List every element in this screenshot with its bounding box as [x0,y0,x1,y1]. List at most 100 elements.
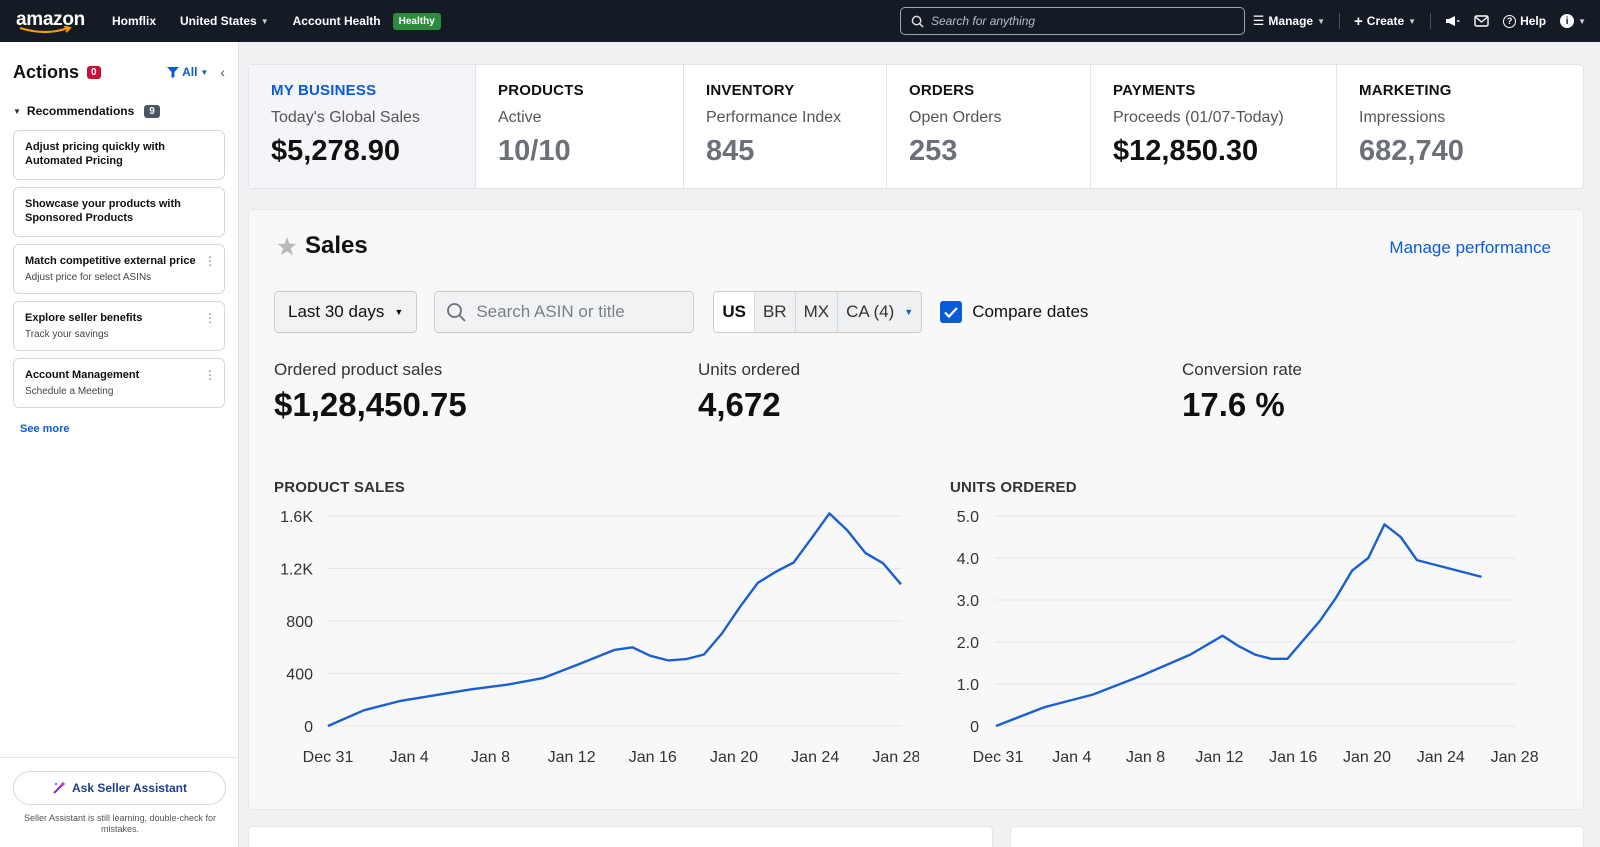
x-tick-label: Jan 16 [1269,749,1317,766]
series-line [995,523,1482,728]
y-tick-label: 2.0 [957,635,979,652]
chevron-down-icon: ▼ [904,307,914,317]
more-options-icon[interactable]: ⋮ [204,254,216,268]
amazon-logo[interactable]: amazon [16,5,86,37]
kpi-ordered-product-sales: Ordered product sales $1,28,450.75 [274,360,467,423]
x-tick-label: Jan 28 [872,749,919,766]
recommendation-card[interactable]: Account Management Schedule a Meeting ⋮ [13,358,225,408]
top-nav: amazon Homflix United States ▼ Account H… [0,0,1600,42]
chevron-down-icon: ▼ [1317,16,1326,26]
x-tick-label: Jan 12 [1195,749,1243,766]
seller-assistant-panel: Ask Seller Assistant Seller Assistant is… [0,757,239,847]
more-options-icon[interactable]: ⋮ [204,311,216,325]
asin-search[interactable] [434,291,695,333]
divider [1339,13,1341,29]
recommendations-toggle[interactable]: ▼ Recommendations 9 [0,104,238,118]
units-ordered-chart-title: UNITS ORDERED [950,479,1077,496]
metric-marketing[interactable]: MARKETING Impressions 682,740 [1359,82,1464,167]
x-tick-label: Jan 8 [471,749,510,766]
assistant-disclaimer: Seller Assistant is still learning, doub… [23,813,217,834]
compare-dates-toggle[interactable]: Compare dates [940,301,1088,323]
sales-controls: Last 30 days ▼ US BR MX CA (4) ▼ [274,291,1088,333]
x-tick-label: Jan 8 [1126,749,1165,766]
manage-menu[interactable]: ☰ Manage ▼ [1252,13,1326,28]
sales-card: Sales Manage performance Last 30 days ▼ … [248,209,1584,810]
help-icon: ? [1503,14,1517,28]
recommendation-card[interactable]: Explore seller benefits Track your savin… [13,301,225,351]
help-link[interactable]: ? Help [1503,14,1546,28]
nav-right-group: ☰ Manage ▼ + Create ▼ ? Help i ▼ [1253,0,1586,42]
marketplace-br[interactable]: BR [755,292,796,332]
actions-header: Actions 0 All ▼ ‹ [0,42,238,86]
actions-count-badge: 0 [87,65,101,79]
chevron-down-icon: ▼ [1578,16,1586,26]
sales-header: Sales [277,232,368,260]
x-tick-label: Jan 20 [1343,749,1391,766]
marketplace-ca-dropdown[interactable]: CA (4) ▼ [846,302,914,321]
business-metrics: MY BUSINESS Today's Global Sales $5,278.… [248,64,1584,189]
y-tick-label: 0 [304,719,313,736]
marketplace-mx[interactable]: MX [796,292,839,332]
compare-dates-checkbox[interactable] [940,301,963,323]
product-sales-chart-title: PRODUCT SALES [274,479,405,496]
marketplace-us[interactable]: US [714,292,755,332]
x-tick-label: Dec 31 [973,749,1024,766]
metric-products[interactable]: PRODUCTS Active 10/10 [476,65,684,188]
create-menu[interactable]: + Create ▼ [1354,12,1417,30]
info-icon: i [1560,14,1575,28]
chevron-down-icon: ▼ [394,307,404,317]
collapse-sidebar-icon[interactable]: ‹ [220,64,225,80]
search-icon [447,303,466,322]
star-icon[interactable] [277,236,297,256]
global-search[interactable] [900,7,1245,35]
marketplace-selector: US BR MX CA (4) ▼ [713,291,923,333]
recommendation-card[interactable]: Adjust pricing quickly with Automated Pr… [13,130,225,180]
x-tick-label: Jan 24 [1417,749,1465,766]
y-tick-label: 5.0 [957,509,979,526]
global-search-input[interactable] [931,14,1231,28]
metric-orders[interactable]: ORDERS Open Orders 253 [887,65,1091,188]
mail-icon[interactable] [1474,15,1489,27]
kpi-conversion-rate: Conversion rate 17.6 % [1182,360,1303,423]
filter-dropdown[interactable]: All ▼ [167,65,208,79]
asin-search-input[interactable] [476,302,677,322]
chevron-down-icon: ▼ [260,16,269,26]
x-tick-label: Dec 31 [303,749,354,766]
y-tick-label: 0 [970,719,979,736]
metric-payments[interactable]: PAYMENTS Proceeds (01/07-Today) $12,850.… [1091,65,1337,188]
x-tick-label: Jan 20 [710,749,758,766]
search-icon [911,15,924,28]
more-options-icon[interactable]: ⋮ [204,368,216,382]
ask-seller-assistant-button[interactable]: Ask Seller Assistant [13,771,226,805]
check-icon [944,306,958,318]
chevron-down-icon: ▼ [1408,16,1417,26]
x-tick-label: Jan 24 [791,749,839,766]
y-tick-label: 1.2K [280,562,313,579]
y-tick-label: 800 [286,614,313,631]
manage-performance-link[interactable]: Manage performance [1389,238,1551,257]
magic-wand-icon [53,781,67,794]
chevron-down-icon: ▼ [13,106,21,116]
metric-inventory[interactable]: INVENTORY Performance Index 845 [684,65,887,188]
account-health-link[interactable]: Account Health Healthy [293,12,441,30]
bottom-card-right [1010,826,1584,847]
store-switcher[interactable]: Homflix [112,14,157,28]
plus-icon: + [1354,12,1363,30]
x-tick-label: Jan 12 [548,749,596,766]
y-tick-label: 4.0 [957,551,979,568]
list-icon: ☰ [1252,13,1265,28]
logo-smile-icon [19,26,72,34]
recommendation-card[interactable]: Showcase your products with Sponsored Pr… [13,187,225,237]
see-more-link[interactable]: See more [20,423,70,435]
bottom-card-left [248,826,993,847]
megaphone-icon[interactable] [1445,14,1460,28]
country-selector[interactable]: United States ▼ [180,14,269,28]
date-range-dropdown[interactable]: Last 30 days ▼ [274,291,418,333]
product-sales-chart: 0 400 800 1.2K 1.6K Dec 31 Jan 4 Jan 8 Jan 12 Jan… [280,509,919,766]
account-menu[interactable]: i ▼ [1560,14,1586,28]
metric-my-business[interactable]: MY BUSINESS Today's Global Sales $5,278.… [249,65,476,188]
filter-icon [167,66,180,78]
x-tick-label: Jan 4 [1052,749,1091,766]
recommendation-card[interactable]: Match competitive external price Adjust … [13,244,225,294]
health-status-badge: Healthy [392,12,441,30]
